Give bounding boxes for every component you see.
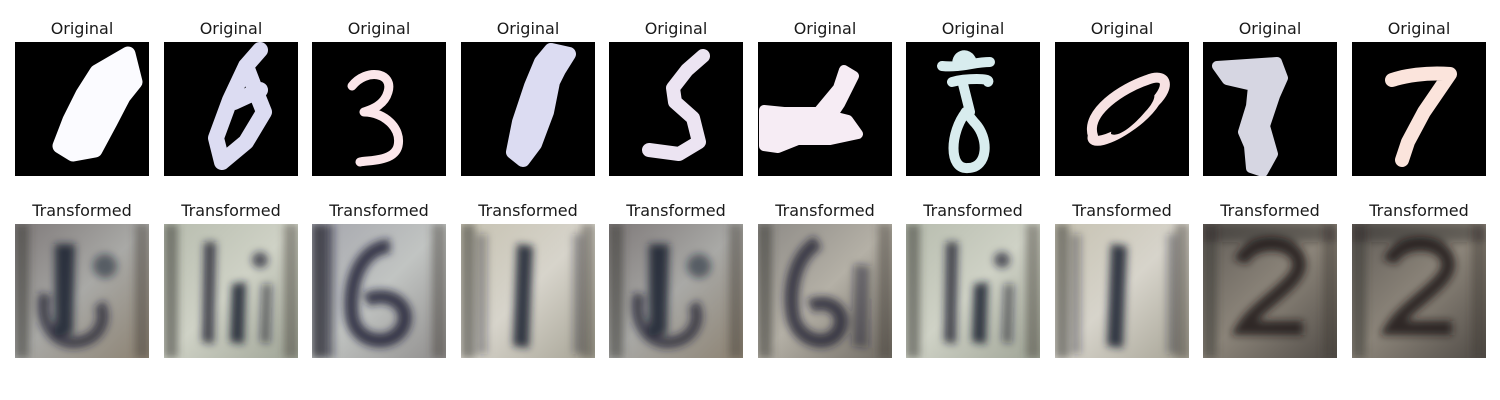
panel-title: Original (644, 19, 708, 38)
panel-title: Original (496, 19, 560, 38)
original-digit-image (906, 42, 1040, 176)
panel-title: Original (50, 19, 114, 38)
panel-title: Original (941, 19, 1005, 38)
transformed-digit-image (758, 224, 892, 358)
transformed-digit-image (906, 224, 1040, 358)
panel-title: Original (199, 19, 263, 38)
original-digit-image (1352, 42, 1486, 176)
panel-title: Transformed (329, 201, 429, 220)
original-digit-image (312, 42, 446, 176)
transformed-digit-image (609, 224, 743, 358)
original-digit-image (15, 42, 149, 176)
panel-original-10: Original (1352, 19, 1486, 176)
panel-title: Transformed (626, 201, 726, 220)
panel-title: Original (793, 19, 857, 38)
panel-transformed-9: Transformed (1203, 201, 1337, 358)
original-digit-image (461, 42, 595, 176)
panel-title: Transformed (923, 201, 1023, 220)
panel-original-8: Original (1055, 19, 1189, 176)
transformed-digit-image (1203, 224, 1337, 358)
panel-title: Original (1387, 19, 1451, 38)
panel-title: Transformed (478, 201, 578, 220)
panel-transformed-3: Transformed (312, 201, 446, 358)
panel-transformed-2: Transformed (164, 201, 298, 358)
panel-original-7: Original (906, 19, 1040, 176)
panel-transformed-6: Transformed (758, 201, 892, 358)
panel-title: Transformed (1369, 201, 1469, 220)
original-digit-image (1203, 42, 1337, 176)
panel-original-9: Original (1203, 19, 1337, 176)
panel-original-3: Original (312, 19, 446, 176)
panel-original-5: Original (609, 19, 743, 176)
panel-original-1: Original (15, 19, 149, 176)
panel-title: Original (347, 19, 411, 38)
panel-title: Transformed (1220, 201, 1320, 220)
panel-transformed-1: Transformed (15, 201, 149, 358)
transformed-digit-image (15, 224, 149, 358)
panel-transformed-4: Transformed (461, 201, 595, 358)
panel-transformed-7: Transformed (906, 201, 1040, 358)
transformed-digit-image (164, 224, 298, 358)
transformed-digit-image (1352, 224, 1486, 358)
panel-original-2: Original (164, 19, 298, 176)
original-digit-image (1055, 42, 1189, 176)
panel-transformed-5: Transformed (609, 201, 743, 358)
panel-title: Transformed (32, 201, 132, 220)
panel-title: Transformed (1072, 201, 1172, 220)
panel-title: Original (1090, 19, 1154, 38)
panel-transformed-10: Transformed (1352, 201, 1486, 358)
panel-title: Transformed (181, 201, 281, 220)
transformed-digit-image (312, 224, 446, 358)
transformed-digit-image (461, 224, 595, 358)
panel-original-4: Original (461, 19, 595, 176)
panel-original-6: Original (758, 19, 892, 176)
transformed-digit-image (1055, 224, 1189, 358)
original-digit-image (609, 42, 743, 176)
panel-transformed-8: Transformed (1055, 201, 1189, 358)
panel-title: Transformed (775, 201, 875, 220)
original-digit-image (758, 42, 892, 176)
original-digit-image (164, 42, 298, 176)
panel-title: Original (1238, 19, 1302, 38)
